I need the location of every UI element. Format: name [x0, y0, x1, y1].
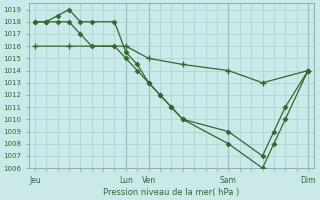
X-axis label: Pression niveau de la mer( hPa ): Pression niveau de la mer( hPa ) — [103, 188, 240, 197]
